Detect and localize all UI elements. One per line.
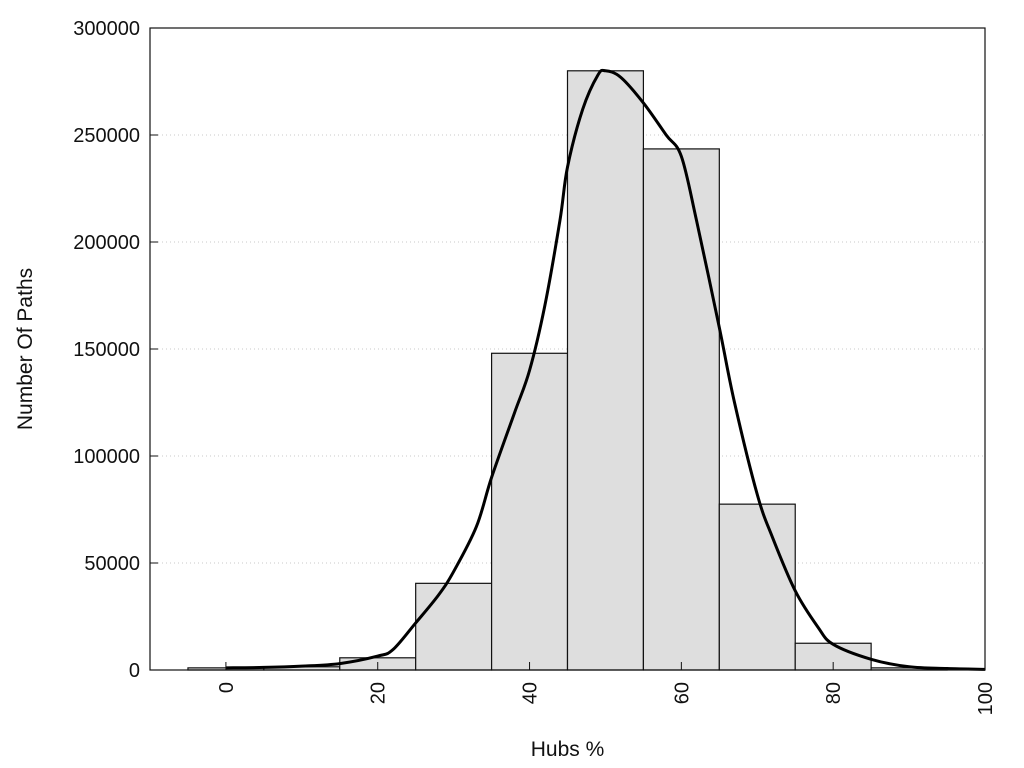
x-axis-label: Hubs % [531, 738, 605, 761]
histogram-bars [187, 70, 948, 671]
y-tick-label: 200000 [73, 232, 140, 254]
y-tick-label: 50000 [84, 553, 140, 575]
histogram-bar [490, 352, 569, 671]
y-tick-label: 150000 [73, 339, 140, 361]
x-tick-label: 60 [671, 682, 693, 704]
x-tick-label: 0 [216, 682, 238, 693]
y-axis-label: Number Of Paths [14, 268, 37, 430]
x-tick-label: 40 [520, 682, 542, 704]
histogram-bar [642, 148, 720, 671]
histogram-bar [718, 503, 796, 671]
x-tick-label: 100 [975, 682, 997, 715]
y-tick-label: 100000 [73, 446, 140, 468]
x-tick-label: 20 [368, 682, 390, 704]
x-axis-ticks: 0 20 40 60 80 100 [216, 662, 997, 715]
y-tick-label: 0 [129, 660, 140, 682]
histogram-bar [415, 582, 493, 671]
y-axis-ticks: 0 50000 100000 150000 200000 250000 300000 [73, 18, 158, 682]
x-tick-label: 80 [823, 682, 845, 704]
density-curve [225, 68, 986, 671]
histogram-bar [566, 70, 645, 671]
y-tick-label: 250000 [73, 125, 140, 147]
density-curve-layer [225, 68, 986, 671]
y-tick-label: 300000 [73, 18, 140, 40]
